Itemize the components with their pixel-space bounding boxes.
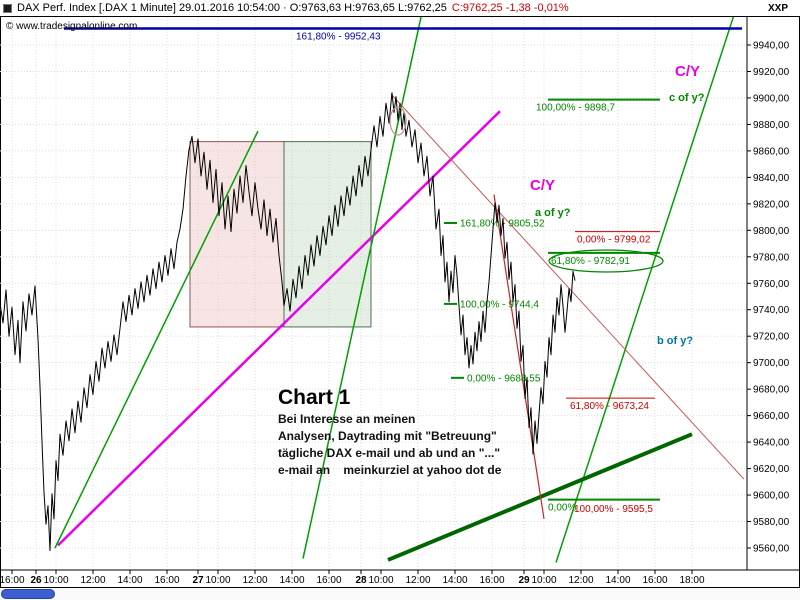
annotation: c of y? — [669, 92, 705, 104]
x-axis-label: 16:00 — [154, 575, 179, 586]
x-axis-label: 16:00 — [642, 575, 667, 586]
fib-label: 0,00% - 9688,55 — [467, 373, 541, 384]
x-axis-label: 16:00 — [0, 575, 25, 586]
x-axis-label: 16:00 — [316, 575, 341, 586]
x-axis-label: 10:00 — [205, 575, 230, 586]
y-axis-label: 9580,00 — [753, 517, 790, 528]
y-axis-label: 9800,00 — [753, 226, 790, 237]
y-axis-label: 9740,00 — [753, 305, 790, 316]
highlight-ellipse — [389, 106, 407, 136]
x-axis-label: 26 — [30, 575, 42, 586]
y-axis-label: 9940,00 — [753, 41, 790, 52]
annotation: Chart 1 — [278, 386, 351, 409]
x-axis-label: 28 — [355, 575, 367, 586]
chart-title: DAX Perf. Index [.DAX 1 Minute] 29.01.20… — [17, 2, 447, 14]
x-axis-label: 12:00 — [405, 575, 430, 586]
y-axis-label: 9600,00 — [753, 491, 790, 502]
y-axis-label: 9640,00 — [753, 438, 790, 449]
trendline — [54, 130, 259, 549]
x-axis-label: 10:00 — [368, 575, 393, 586]
y-axis-label: 9680,00 — [753, 385, 790, 396]
trendline — [302, 7, 424, 559]
x-axis-label: 18:00 — [679, 575, 704, 586]
y-axis-label: 9760,00 — [753, 279, 790, 290]
annotation: e-mail an meinkurziel at yahoo dot de — [278, 463, 502, 477]
analysis-rectangle — [189, 141, 285, 328]
x-axis-label: 14:00 — [605, 575, 630, 586]
annotation: C/Y — [530, 177, 555, 194]
x-axis-label: 27 — [192, 575, 204, 586]
trendline — [555, 0, 740, 563]
y-axis-label: 9880,00 — [753, 120, 790, 131]
watermark-xxp: XXP — [767, 2, 788, 14]
y-axis-label: 9700,00 — [753, 358, 790, 369]
y-axis-label: 9900,00 — [753, 93, 790, 104]
chart-icon — [3, 3, 12, 13]
fib-label: 61,80% - 9782,91 — [551, 256, 630, 267]
x-axis-label: 29 — [518, 575, 530, 586]
x-axis-label: 14:00 — [442, 575, 467, 586]
annotation: C/Y — [675, 63, 700, 80]
y-axis-label: 9660,00 — [753, 411, 790, 422]
y-axis-label: 9840,00 — [753, 173, 790, 184]
fib-label: 100,00% - 9595,5 — [574, 504, 653, 515]
highlight-ellipse — [548, 249, 664, 273]
price-line — [0, 92, 576, 552]
trendline — [493, 194, 545, 519]
fib-label: 0,00% — [548, 503, 576, 514]
y-axis-label: 9820,00 — [753, 199, 790, 210]
x-axis-label: 14:00 — [279, 575, 304, 586]
copyright-text: © www.tradesignalonline.com — [6, 21, 138, 32]
title-bar: DAX Perf. Index [.DAX 1 Minute] 29.01.20… — [0, 0, 800, 17]
x-axis-label: 16:00 — [479, 575, 504, 586]
x-axis-label: 10:00 — [531, 575, 556, 586]
scrollbar-thumb[interactable] — [1, 589, 55, 599]
x-axis-label: 12:00 — [242, 575, 267, 586]
x-axis-label: 14:00 — [117, 575, 142, 586]
fib-label: 100,00% - 9898,7 — [536, 103, 615, 114]
fib-label: 0,00% - 9799,02 — [577, 235, 651, 246]
h-scrollbar[interactable] — [0, 587, 800, 600]
y-axis-label: 9720,00 — [753, 332, 790, 343]
trendline — [387, 432, 693, 562]
x-axis-label: 12:00 — [80, 575, 105, 586]
trendline — [390, 93, 745, 480]
y-axis-label: 9780,00 — [753, 252, 790, 263]
annotation: Analysen, Daytrading mit "Betreuung" — [278, 429, 497, 443]
annotation: b of y? — [657, 335, 693, 347]
y-axis-label: 9620,00 — [753, 464, 790, 475]
fib-label: 100,00% - 9744,4 — [460, 299, 539, 310]
y-axis-label: 9860,00 — [753, 146, 790, 157]
chart-quote: C:9762,25 -1,38 -0,01% — [451, 2, 569, 14]
y-axis-label: 9560,00 — [753, 543, 790, 554]
trendline — [57, 110, 501, 547]
x-axis-label: 12:00 — [568, 575, 593, 586]
annotation: Bei Interesse an meinen — [278, 412, 415, 426]
fib-label: 161,80% - 9952,43 — [296, 32, 381, 43]
y-axis-label: 9920,00 — [753, 67, 790, 78]
annotation: tägliche DAX e-mail und ab und an "..." — [278, 446, 500, 460]
x-axis-label: 10:00 — [43, 575, 68, 586]
annotation: a of y? — [535, 207, 571, 219]
fib-label: 61,80% - 9673,24 — [570, 401, 649, 412]
